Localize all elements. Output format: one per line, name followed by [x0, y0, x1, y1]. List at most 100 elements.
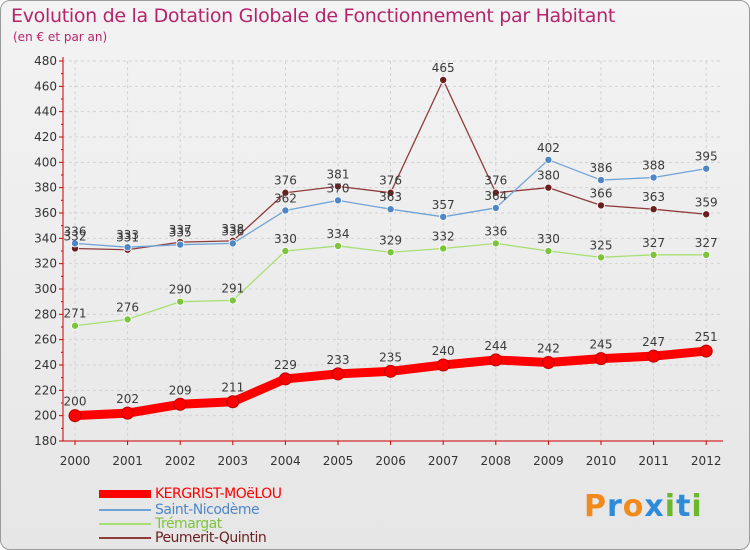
data-point — [702, 164, 711, 173]
data-point — [228, 239, 237, 248]
data-label: 290 — [169, 283, 192, 297]
data-point — [384, 364, 398, 378]
data-point — [544, 246, 553, 255]
legend-item-kergrist[interactable]: KERGRIST-MOëLOU — [99, 486, 282, 502]
data-label: 402 — [537, 141, 560, 155]
data-point — [226, 395, 240, 409]
y-tick-label: 180 — [34, 434, 57, 448]
x-tick-label: 2009 — [533, 454, 564, 468]
logo-letter: i — [664, 489, 677, 524]
legend-swatch-kergrist — [99, 490, 151, 498]
data-label: 362 — [274, 191, 297, 205]
y-tick-label: 380 — [34, 181, 57, 195]
legend-label-tremargat: Trémargat — [155, 516, 222, 532]
data-label: 337 — [169, 223, 192, 237]
y-tick-label: 300 — [34, 282, 57, 296]
x-tick-label: 2012 — [691, 454, 722, 468]
data-label: 363 — [642, 190, 665, 204]
data-point — [68, 409, 82, 423]
data-point — [333, 182, 342, 191]
data-label: 200 — [64, 395, 87, 409]
logo-letter: r — [607, 489, 623, 524]
x-tick-label: 2005 — [323, 454, 354, 468]
data-point — [702, 210, 711, 219]
grid — [63, 60, 723, 442]
data-point — [594, 352, 608, 366]
data-label: 247 — [642, 335, 665, 349]
data-label: 336 — [484, 224, 507, 238]
data-label: 291 — [221, 281, 244, 295]
data-point — [386, 248, 395, 257]
data-label: 276 — [116, 300, 139, 314]
data-point — [386, 188, 395, 197]
data-point — [331, 367, 345, 381]
data-label: 366 — [590, 186, 613, 200]
proxiti-logo: Proxiti — [584, 489, 703, 524]
data-point — [491, 203, 500, 212]
data-label: 333 — [116, 228, 139, 242]
data-label: 244 — [484, 339, 507, 353]
data-point — [123, 243, 132, 252]
legend-swatch-peumerit-quintin — [99, 537, 151, 539]
y-tick-label: 320 — [34, 257, 57, 271]
logo-letter: o — [622, 489, 645, 524]
legend-item-peumerit-quintin[interactable]: Peumerit-Quintin — [99, 530, 267, 546]
data-label: 271 — [64, 307, 87, 321]
data-point — [699, 344, 713, 358]
y-tick-label: 480 — [34, 54, 57, 68]
data-label: 327 — [695, 236, 718, 250]
x-tick-label: 2007 — [428, 454, 459, 468]
data-point — [647, 349, 661, 363]
data-label: 240 — [432, 344, 455, 358]
x-tick-label: 2000 — [60, 454, 91, 468]
data-label: 386 — [590, 161, 613, 175]
x-tick-label: 2004 — [270, 454, 301, 468]
data-label: 229 — [274, 358, 297, 372]
data-point — [71, 239, 80, 248]
logo-letter: x — [644, 489, 665, 524]
y-tick-label: 440 — [34, 105, 57, 119]
data-point — [491, 239, 500, 248]
data-label: 370 — [327, 181, 350, 195]
data-point — [278, 372, 292, 386]
x-tick-label: 2002 — [165, 454, 196, 468]
data-point — [489, 353, 503, 367]
data-label: 376 — [484, 174, 507, 188]
data-point — [439, 76, 448, 85]
logo-letter: t — [676, 489, 692, 524]
data-label: 233 — [327, 353, 350, 367]
legend-swatch-tremargat — [99, 523, 151, 525]
data-label: 395 — [695, 150, 718, 164]
legend-swatch-saint-nicodeme — [99, 509, 151, 511]
y-axis-ticks: 180 200 220 240 260 280 300 320 340 360 380 400 420 4… — [34, 54, 57, 448]
data-label: 251 — [695, 330, 718, 344]
data-label: 329 — [379, 233, 402, 247]
data-label: 330 — [274, 232, 297, 246]
data-point — [649, 173, 658, 182]
data-point — [702, 250, 711, 259]
y-tick-label: 240 — [34, 358, 57, 372]
legend-label-kergrist: KERGRIST-MOëLOU — [155, 486, 282, 502]
x-tick-label: 2010 — [586, 454, 617, 468]
data-label: 376 — [379, 174, 402, 188]
y-tick-label: 360 — [34, 206, 57, 220]
legend-item-tremargat[interactable]: Trémargat — [99, 516, 222, 532]
data-label: 242 — [537, 341, 560, 355]
legend-label-saint-nicodeme: Saint-Nicodème — [155, 502, 260, 518]
data-point — [649, 250, 658, 259]
data-point — [333, 196, 342, 205]
data-point — [228, 296, 237, 305]
data-point — [439, 212, 448, 221]
data-label: 388 — [642, 159, 665, 173]
data-label: 245 — [590, 338, 613, 352]
chart-title: Evolution de la Dotation Globale de Fonc… — [11, 5, 616, 27]
data-point — [281, 188, 290, 197]
data-point — [176, 297, 185, 306]
legend-item-saint-nicodeme[interactable]: Saint-Nicodème — [99, 502, 260, 518]
data-label: 363 — [379, 190, 402, 204]
data-point — [121, 406, 135, 420]
data-label: 235 — [379, 350, 402, 364]
data-label: 376 — [274, 174, 297, 188]
data-label: 380 — [537, 169, 560, 183]
y-tick-label: 200 — [34, 409, 57, 423]
